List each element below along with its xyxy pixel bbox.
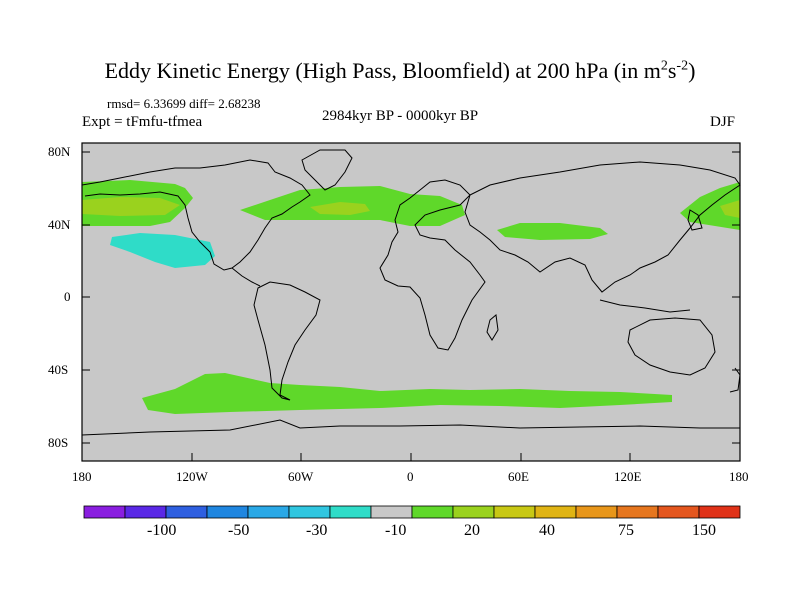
indonesia-coast [599, 299, 691, 313]
y-tick-label: 80N [48, 144, 71, 159]
colorbar-swatch [452, 505, 495, 519]
colorbar-label: 75 [618, 522, 634, 539]
colorbar-swatch [493, 505, 536, 519]
colorbar-label: -50 [228, 522, 250, 539]
asia-coast [464, 161, 741, 293]
australia-coast [627, 317, 716, 376]
north-atlantic-core [310, 202, 370, 215]
colorbar-swatch [165, 505, 208, 519]
colorbar-swatch [83, 505, 126, 519]
new-zealand-coast [729, 367, 741, 393]
season-label: DJF [710, 114, 736, 130]
x-tick-label: 180 [72, 469, 92, 484]
colorbar-swatch [124, 505, 167, 519]
japan-coast [687, 209, 703, 231]
x-tick-label: 60E [508, 469, 529, 484]
north-america-coast [81, 159, 311, 271]
colorbar-swatch [575, 505, 618, 519]
colorbar-label: -10 [385, 522, 407, 539]
west-pacific-region [680, 182, 740, 230]
asia-jet-region [497, 223, 608, 240]
north-pacific-core [82, 197, 180, 216]
colorbar-label: 150 [692, 522, 716, 539]
colorbar-swatch [534, 505, 577, 519]
greenland-coast [301, 149, 353, 191]
southern-ocean-region [142, 373, 672, 414]
south-america-coast [253, 281, 321, 401]
colorbar-swatch [329, 505, 372, 519]
x-ticks [81, 453, 741, 461]
x-tick-label: 60W [288, 469, 314, 484]
y-tick-label: 40S [48, 362, 69, 377]
colorbar-swatch [370, 505, 413, 519]
west-pacific-core [720, 200, 740, 218]
colorbar-swatch [206, 505, 249, 519]
central-america-coast [231, 267, 261, 287]
colorbar-label: -100 [147, 522, 177, 539]
x-tick-label: 120E [614, 469, 642, 484]
period-label: 2984kyr BP - 0000kyr BP [322, 108, 479, 124]
colorbar-label: -30 [306, 522, 328, 539]
plot-title: Eddy Kinetic Energy (High Pass, Bloomfie… [104, 58, 696, 83]
y-ticks [82, 151, 740, 444]
madagascar-coast [486, 314, 499, 341]
colorbar-label: 40 [539, 522, 555, 539]
x-tick-label: 0 [407, 469, 414, 484]
x-tick-label: 120W [176, 469, 208, 484]
x-tick-label: 180 [729, 469, 749, 484]
coastlines [81, 149, 741, 436]
colorbar-swatch [698, 505, 741, 519]
colorbar [83, 505, 741, 519]
anomaly-fields [82, 180, 740, 414]
colorbar-swatch [657, 505, 700, 519]
y-tick-label: 40N [48, 217, 71, 232]
east-pacific-negative-region [110, 233, 215, 268]
antarctica-coast [81, 419, 740, 436]
y-tick-label: 80S [48, 435, 69, 450]
colorbar-swatch [247, 505, 290, 519]
colorbar-swatch [411, 505, 454, 519]
experiment-label: Expt = tFmfu-tfmea [82, 114, 203, 130]
colorbar-swatch [616, 505, 659, 519]
europe-africa-coast [379, 179, 486, 351]
colorbar-swatch [288, 505, 331, 519]
stats-label: rmsd= 6.33699 diff= 2.68238 [107, 96, 261, 111]
y-tick-label: 0 [64, 289, 71, 304]
colorbar-label: 20 [464, 522, 480, 539]
